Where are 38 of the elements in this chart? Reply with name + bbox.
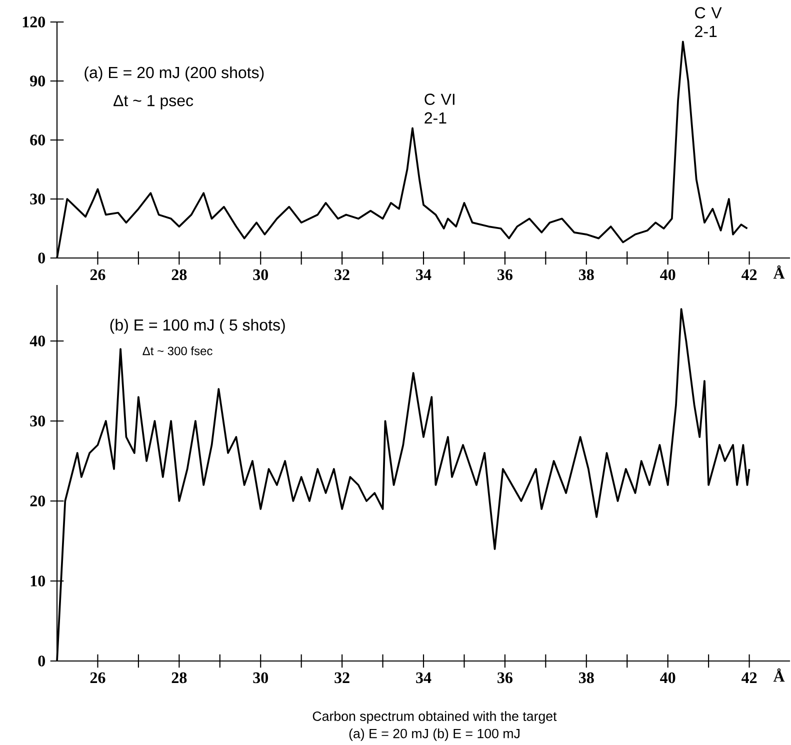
y-tick-label: 20 bbox=[30, 496, 46, 506]
y-tick-label: 0 bbox=[38, 656, 46, 666]
x-tick-label: 36 bbox=[498, 672, 512, 684]
x-tick-label: 30 bbox=[253, 672, 268, 684]
x-tick-label: 38 bbox=[579, 672, 594, 684]
annotation: C V 2-1 bbox=[695, 7, 722, 37]
x-tick-label: 38 bbox=[579, 269, 594, 280]
x-tick-label: 34 bbox=[416, 672, 432, 684]
y-tick-label: 90 bbox=[30, 76, 46, 86]
y-tick-label: 120 bbox=[22, 16, 46, 28]
annotation: C VI 2-1 bbox=[424, 94, 454, 124]
annotation: (a) E = 20 mJ (200 shots) bbox=[84, 66, 264, 82]
y-tick-label: 10 bbox=[30, 576, 46, 586]
x-tick-label: 42 bbox=[741, 269, 757, 280]
y-tick-label: 30 bbox=[30, 416, 46, 426]
x-tick-label: 32 bbox=[334, 672, 350, 684]
annotation: Δt ~ 300 fsec bbox=[142, 346, 212, 356]
x-tick-label: 42 bbox=[741, 672, 757, 683]
x-tick-label: 30 bbox=[253, 269, 268, 280]
x-tick-label: 28 bbox=[172, 269, 187, 280]
text: (a) E = 20 mJ (b) E = 100 mJ bbox=[349, 728, 520, 741]
x-tick-label: 26 bbox=[90, 269, 106, 280]
annotation: (b) E = 100 mJ ( 5 shots) bbox=[110, 318, 285, 334]
x-axis-title: Å bbox=[773, 265, 785, 279]
annotation: Δt ~ 1 psec bbox=[114, 95, 194, 110]
y-tick-label: 40 bbox=[30, 336, 46, 346]
x-tick-label: 34 bbox=[416, 269, 432, 280]
x-tick-label: 40 bbox=[660, 672, 676, 684]
x-tick-label: 32 bbox=[334, 269, 350, 280]
y-tick-label: 0 bbox=[38, 252, 46, 264]
y-tick-label: 60 bbox=[30, 134, 46, 146]
x-axis-title: Å bbox=[773, 668, 785, 682]
text: Carbon spectrum obtained with the target bbox=[312, 711, 557, 724]
x-tick-label: 28 bbox=[172, 672, 187, 684]
x-tick-label: 26 bbox=[90, 672, 106, 684]
x-tick-label: 36 bbox=[498, 269, 512, 280]
y-tick-label: 30 bbox=[30, 194, 46, 204]
x-tick-label: 40 bbox=[660, 269, 676, 280]
